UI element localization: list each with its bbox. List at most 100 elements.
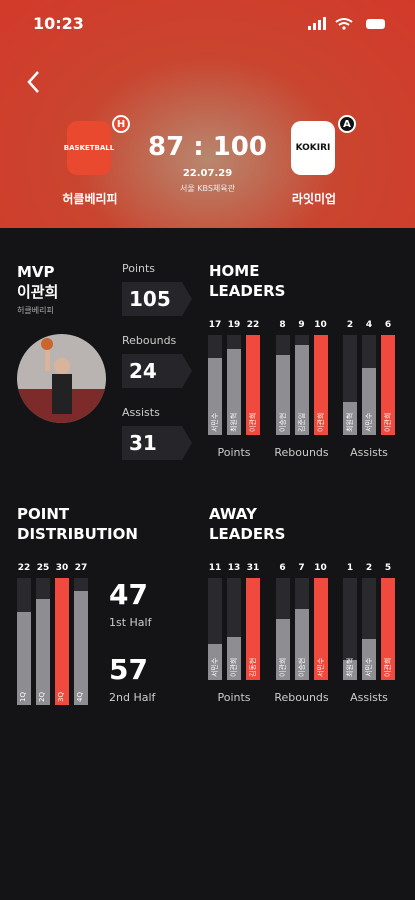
value-label: 10 (314, 320, 327, 330)
bar-label: 김동현 (249, 657, 257, 677)
stat-label: Rebounds (122, 334, 177, 347)
point-distribution-title: POINT DISTRIBUTION (17, 505, 138, 543)
venue: 서울 KBS체육관 (179, 184, 235, 193)
group-label: Points (217, 446, 251, 459)
half-value: 47 (109, 578, 148, 611)
bar-label: 이승현 (297, 657, 306, 677)
bar-label: 김준일 (297, 412, 306, 432)
status-time: 10:23 (33, 14, 84, 33)
bar (74, 590, 88, 705)
bar-label: 최원혁 (346, 657, 354, 677)
bar (343, 401, 357, 435)
bar-label: 이관희 (384, 657, 392, 677)
bar (362, 639, 376, 680)
half-value: 57 (109, 653, 148, 686)
home-logo: BASKETBALL (64, 121, 114, 175)
bar (17, 611, 31, 705)
value-label: 19 (227, 320, 241, 330)
group-label: Points (217, 691, 251, 704)
stat-value: 105 (122, 282, 192, 316)
half-label: 1st Half (109, 616, 152, 629)
group-label: Rebounds (274, 691, 329, 704)
stat-label: Assists (122, 406, 160, 419)
value-label: 8 (279, 320, 286, 330)
bar (275, 618, 290, 680)
value-label: 10 (314, 563, 327, 573)
bar (227, 348, 241, 435)
bar-label: 2Q (38, 692, 46, 702)
away-badge: A (338, 115, 356, 133)
stat-value: 31 (122, 426, 192, 460)
bar (294, 608, 309, 680)
bar (36, 599, 50, 705)
away-name: 라잇미업 (291, 192, 337, 206)
bar-label: 3Q (57, 692, 65, 702)
bar (381, 335, 395, 435)
value-label: 5 (384, 563, 392, 573)
value-label: 13 (227, 563, 241, 573)
group-label: Assists (350, 691, 388, 704)
value-label: 2 (365, 563, 373, 573)
value-label: 4 (365, 320, 373, 330)
value-label: 11 (208, 563, 222, 573)
bar-label: 이관희 (230, 657, 238, 677)
back-button[interactable] (26, 70, 42, 94)
value-label: 6 (384, 320, 392, 330)
bar (362, 368, 376, 435)
bar-label: 서민수 (365, 412, 373, 432)
bar-label: 4Q (76, 692, 84, 702)
bar-label: 1Q (19, 692, 27, 702)
bar-label: 서민수 (365, 657, 373, 677)
home-name: 허클베리피 (62, 192, 118, 206)
value-label: 9 (298, 320, 305, 330)
bar-label: 이관희 (249, 412, 257, 432)
status-icons (308, 17, 385, 30)
value-label: 7 (298, 563, 305, 573)
bar-label: 최원혁 (346, 412, 354, 432)
stat-value: 24 (122, 354, 192, 388)
bar-label: 이관희 (278, 657, 287, 677)
bar (313, 335, 328, 435)
mvp-name: 이관희 (17, 283, 59, 301)
value-label: 31 (246, 563, 260, 573)
bar (275, 355, 290, 435)
header (0, 0, 415, 228)
bar-label: 서민수 (316, 657, 325, 677)
bar (55, 578, 69, 705)
group-label: Assists (350, 446, 388, 459)
bar (294, 345, 309, 435)
bar (246, 335, 260, 435)
bar (246, 578, 260, 680)
value-label: 22 (246, 320, 260, 330)
stat-label: Points (122, 262, 156, 275)
away-leaders-title: AWAY LEADERS (209, 505, 286, 543)
away-logo: KOKIRI (291, 121, 335, 175)
bar (381, 578, 395, 680)
bar-track (343, 578, 357, 680)
value-label: 22 (17, 563, 31, 573)
bar (227, 637, 241, 680)
bar-label: 서민수 (211, 412, 219, 432)
value-label: 1 (346, 563, 354, 573)
mvp-photo (17, 334, 106, 423)
value-label: 2 (346, 320, 354, 330)
bar-label: 최원혁 (230, 412, 238, 432)
value-label: 17 (208, 320, 222, 330)
bar-label: 이승현 (278, 412, 287, 432)
date: 22.07.29 (182, 168, 233, 179)
bar (208, 643, 222, 680)
bar (313, 578, 328, 680)
value-label: 30 (55, 563, 69, 573)
value-label: 6 (279, 563, 286, 573)
score: 87 : 100 (148, 132, 267, 162)
group-label: Rebounds (274, 446, 329, 459)
value-label: 25 (36, 563, 50, 573)
bar (343, 659, 357, 680)
mvp-team: 허클베리피 (17, 306, 54, 315)
home-leaders-title: HOME LEADERS (209, 262, 286, 300)
bar-label: 이관희 (384, 412, 392, 432)
half-label: 2nd Half (109, 691, 156, 704)
bar (208, 357, 222, 435)
bar-label: 서민수 (211, 657, 219, 677)
mvp-title: MVP (17, 263, 55, 281)
